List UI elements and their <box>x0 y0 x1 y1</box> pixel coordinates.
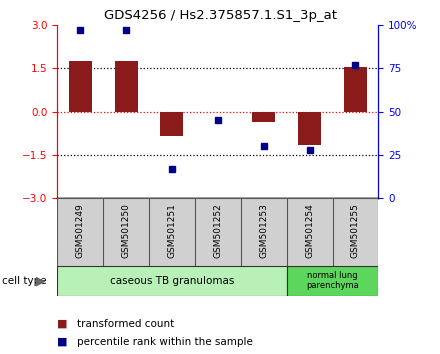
Text: GSM501253: GSM501253 <box>259 203 268 258</box>
Text: ■: ■ <box>57 337 68 347</box>
Text: GDS4256 / Hs2.375857.1.S1_3p_at: GDS4256 / Hs2.375857.1.S1_3p_at <box>103 9 337 22</box>
Bar <box>252 112 275 122</box>
Text: cell type: cell type <box>2 275 47 286</box>
Text: percentile rank within the sample: percentile rank within the sample <box>77 337 253 347</box>
Text: normal lung
parenchyma: normal lung parenchyma <box>306 271 359 290</box>
Text: GSM501252: GSM501252 <box>213 203 222 258</box>
Text: GSM501250: GSM501250 <box>121 203 131 258</box>
Text: GSM501249: GSM501249 <box>76 203 84 258</box>
Bar <box>298 112 321 145</box>
Text: transformed count: transformed count <box>77 319 174 329</box>
Text: GSM501251: GSM501251 <box>167 203 176 258</box>
Text: ▶: ▶ <box>36 274 45 287</box>
Text: GSM501254: GSM501254 <box>305 203 314 258</box>
Text: GSM501255: GSM501255 <box>351 203 360 258</box>
Bar <box>57 266 286 296</box>
Text: ■: ■ <box>57 319 68 329</box>
Text: caseous TB granulomas: caseous TB granulomas <box>110 275 234 286</box>
Bar <box>114 61 138 112</box>
Bar <box>286 266 378 296</box>
Bar <box>344 67 367 112</box>
Bar <box>161 112 183 136</box>
Bar <box>69 61 92 112</box>
